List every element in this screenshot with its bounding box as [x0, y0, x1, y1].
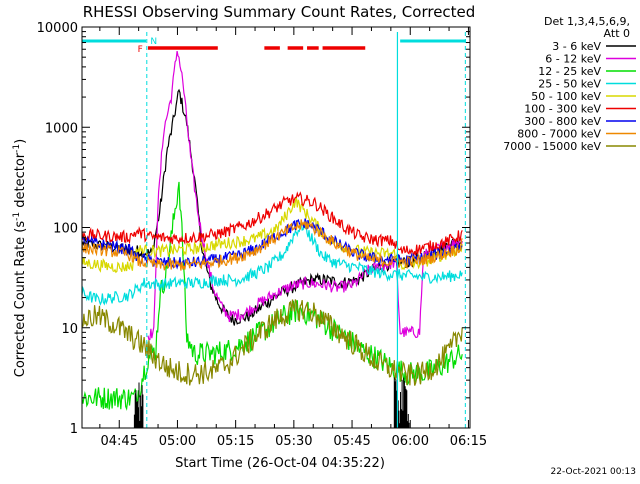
series-layer: [81, 50, 463, 428]
x-axis-label: Start Time (26-Oct-04 04:35:22): [175, 456, 385, 471]
legend-header-1: Att 0: [604, 27, 630, 40]
legend-label-3: 25 - 50 keV: [538, 78, 601, 91]
series-line-7000to15000keV: [81, 299, 463, 386]
series-line-800to7000keV: [81, 219, 463, 271]
legend-label-4: 50 - 100 keV: [531, 90, 601, 103]
x-tick-label-0: 04:45: [101, 434, 138, 449]
x-tick-label-3: 05:30: [275, 434, 312, 449]
night-flag-label: N: [150, 37, 157, 47]
series-line-25to50keV: [81, 221, 463, 306]
series-line-100to300keV: [81, 191, 463, 256]
legend-label-5: 100 - 300 keV: [524, 103, 601, 116]
series-line-12to25keV: [81, 181, 463, 411]
legend-label-0: 3 - 6 keV: [552, 40, 601, 53]
y-tick-label-1: 10: [61, 322, 78, 337]
y-tick-label-2: 100: [53, 222, 78, 237]
x-tick-label-2: 05:15: [217, 434, 254, 449]
chart-title: RHESSI Observing Summary Count Rates, Co…: [83, 3, 476, 21]
flare-flag-label: F: [138, 45, 143, 55]
y-tick-label-0: 1: [70, 422, 78, 437]
legend-label-1: 6 - 12 keV: [545, 53, 601, 66]
overlay-layer: FN: [82, 32, 466, 428]
x-tick-label-6: 06:15: [450, 434, 487, 449]
legend-label-6: 300 - 800 keV: [524, 115, 601, 128]
svg-text:Corrected Count Rate (s-1 dete: Corrected Count Rate (s-1 detector-1): [12, 139, 28, 377]
dropout-spikes-0: [133, 382, 144, 428]
legend-label-7: 800 - 7000 keV: [517, 128, 601, 141]
x-tick-label-1: 05:00: [159, 434, 196, 449]
axes-layer: 1 10 100 1000 10000 04:45 05:00 05:15 05:30 05:45…: [37, 21, 488, 449]
x-tick-label-5: 06:00: [392, 434, 429, 449]
y-axis-label: Corrected Count Rate (s-1 detector-1): [12, 139, 28, 377]
x-tick-label-4: 05:45: [333, 434, 370, 449]
y-tick-label-4: 10000: [37, 21, 78, 36]
generation-date: 22-Oct-2021 00:13: [551, 467, 636, 477]
legend-header-0: Det 1,3,4,5,6,9,: [544, 15, 630, 28]
legend-label-2: 12 - 25 keV: [538, 65, 601, 78]
series-line-6to12keV: [147, 50, 463, 341]
y-tick-label-3: 1000: [45, 121, 78, 136]
legend-label-8: 7000 - 15000 keV: [503, 140, 601, 153]
